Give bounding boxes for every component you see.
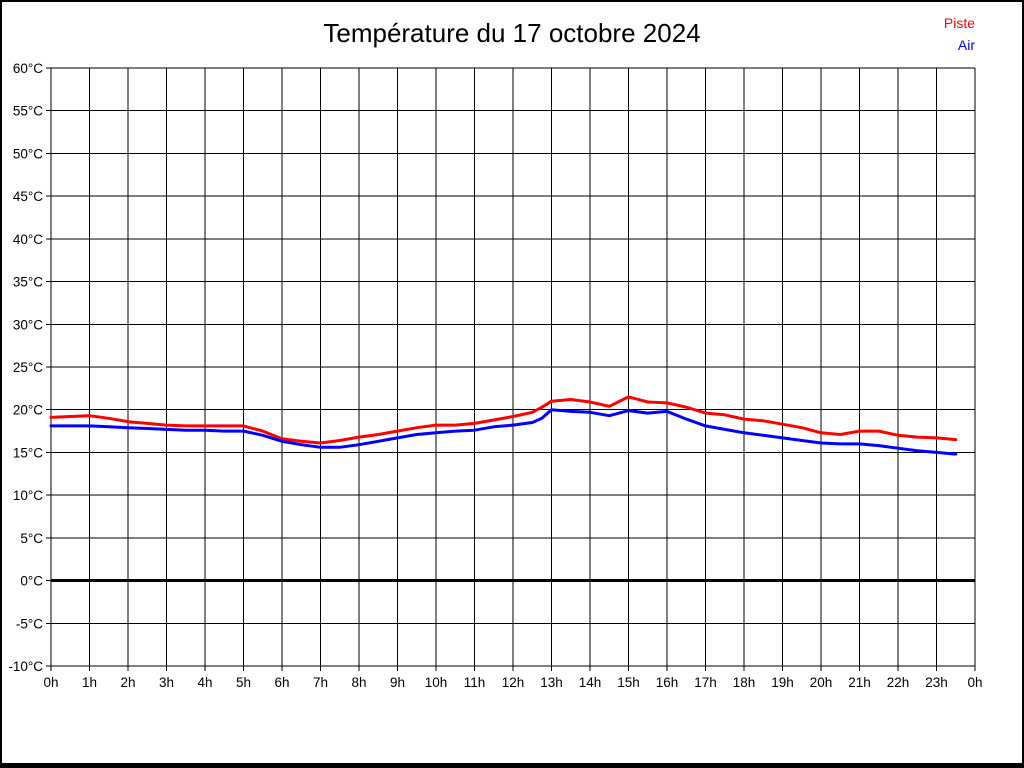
x-tick-label: 15h bbox=[617, 675, 640, 690]
y-tick-label: 40°C bbox=[13, 232, 43, 247]
x-tick-label: 16h bbox=[656, 675, 679, 690]
y-tick-label: 10°C bbox=[13, 488, 43, 503]
x-tick-label: 4h bbox=[197, 675, 212, 690]
y-tick-label: 5°C bbox=[20, 531, 43, 546]
x-tick-label: 21h bbox=[848, 675, 871, 690]
x-tick-label: 3h bbox=[159, 675, 174, 690]
x-tick-label: 14h bbox=[579, 675, 602, 690]
x-tick-label: 8h bbox=[351, 675, 366, 690]
y-tick-label: 0°C bbox=[20, 574, 43, 589]
y-tick-label: 50°C bbox=[13, 146, 43, 161]
x-tick-label: 11h bbox=[464, 675, 486, 690]
x-tick-label: 17h bbox=[694, 675, 717, 690]
x-tick-label: 13h bbox=[540, 675, 563, 690]
series-line-piste bbox=[49, 395, 958, 445]
x-tick-label: 5h bbox=[236, 675, 251, 690]
page-title: Température du 17 octobre 2024 bbox=[323, 18, 701, 48]
x-tick-label: 19h bbox=[771, 675, 794, 690]
x-tick-label: 6h bbox=[274, 675, 289, 690]
x-tick-label: 2h bbox=[120, 675, 135, 690]
x-tick-label: 23h bbox=[925, 675, 948, 690]
x-tick-label: 0h bbox=[43, 675, 58, 690]
x-tick-label: 10h bbox=[425, 675, 448, 690]
x-tick-label: 22h bbox=[887, 675, 910, 690]
x-tick-label: 9h bbox=[390, 675, 405, 690]
legend: Piste Air bbox=[944, 12, 975, 56]
x-tick-label: 0h bbox=[967, 675, 982, 690]
y-tick-label: 30°C bbox=[13, 317, 43, 332]
y-tick-label: -10°C bbox=[8, 659, 43, 674]
y-tick-label: -5°C bbox=[16, 616, 43, 631]
x-tick-label: 1h bbox=[82, 675, 97, 690]
x-tick-label: 12h bbox=[502, 675, 525, 690]
y-tick-label: 45°C bbox=[13, 189, 43, 204]
series-line-air bbox=[49, 408, 958, 456]
y-tick-label: 55°C bbox=[13, 104, 43, 119]
y-tick-label: 15°C bbox=[13, 445, 43, 460]
legend-item-piste: Piste bbox=[943, 15, 975, 31]
y-tick-label: 20°C bbox=[13, 403, 43, 418]
y-tick-label: 60°C bbox=[13, 61, 43, 76]
legend-item-air: Air bbox=[957, 37, 975, 53]
y-tick-label: 35°C bbox=[13, 275, 43, 290]
x-tick-label: 7h bbox=[313, 675, 328, 690]
x-tick-label: 20h bbox=[810, 675, 833, 690]
y-tick-label: 25°C bbox=[13, 360, 43, 375]
x-tick-label: 18h bbox=[733, 675, 756, 690]
